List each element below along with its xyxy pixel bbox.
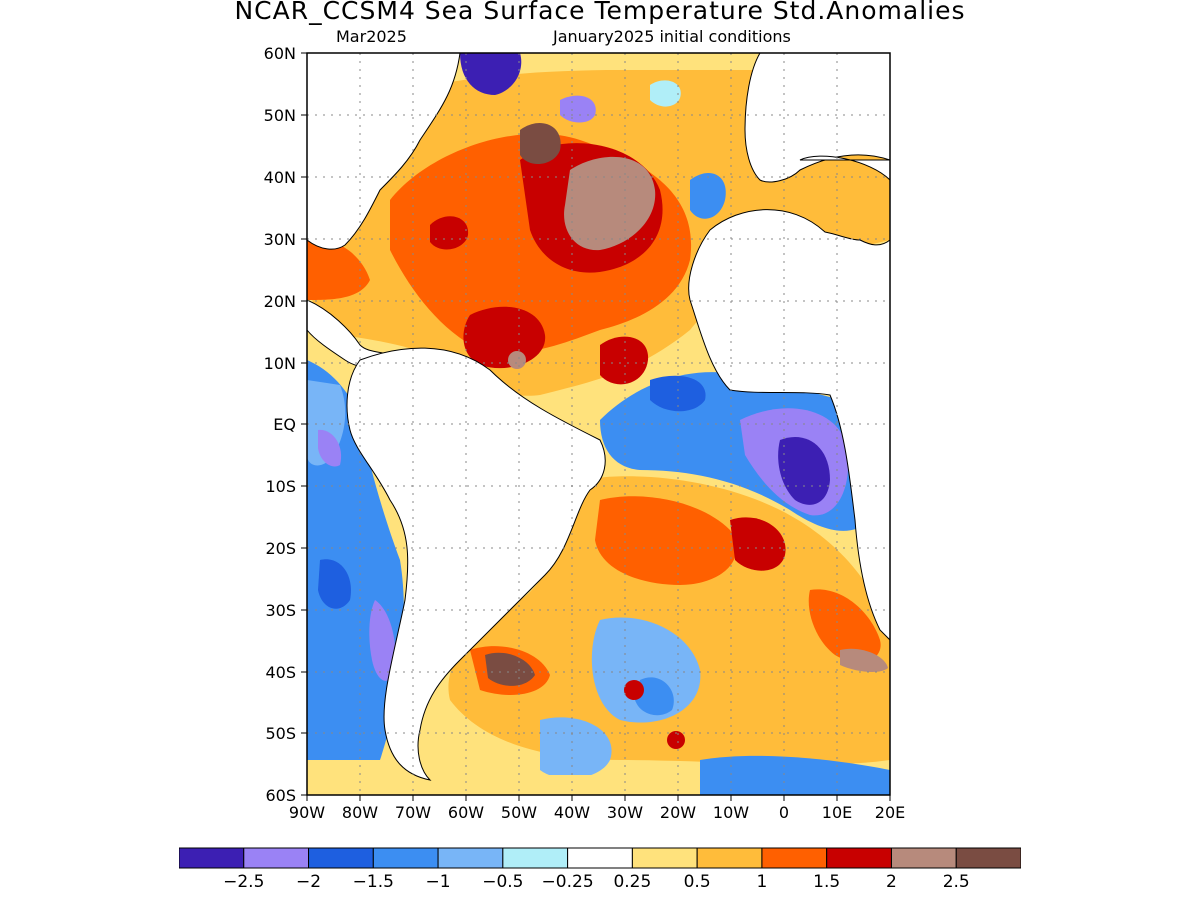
- legend-label: 2: [886, 872, 897, 892]
- lat-label-40s: 40S: [265, 663, 296, 682]
- legend-label: 1.5: [813, 872, 841, 892]
- lon-label-50w: 50W: [500, 803, 538, 822]
- legend-label: −1.5: [352, 872, 394, 892]
- north-atlantic-peak: [564, 156, 656, 251]
- lat-label-10s: 10S: [265, 477, 296, 496]
- valid-month-label: Mar2025: [336, 27, 407, 46]
- legend-label: −1: [425, 872, 451, 892]
- lon-label-10w: 10W: [712, 803, 750, 822]
- lat-label-60n: 60N: [263, 44, 296, 63]
- lat-label-eq: EQ: [273, 415, 296, 434]
- lon-label-70w: 70W: [394, 803, 432, 822]
- lon-label-20e: 20E: [874, 803, 906, 822]
- legend-swatch: [437, 847, 504, 869]
- north-america-land: [307, 53, 461, 250]
- labrador-sea-cold: [460, 53, 522, 95]
- map-title: NCAR_CCSM4 Sea Surface Temperature Std.A…: [234, 0, 966, 25]
- legend-swatch: [890, 847, 957, 869]
- legend-swatch: [567, 847, 633, 869]
- anomaly-field: [307, 53, 890, 795]
- legend-swatch: [179, 847, 245, 869]
- lat-label-40n: 40N: [263, 168, 296, 187]
- legend-label: 0.5: [683, 872, 711, 892]
- legend-swatch: [631, 847, 698, 869]
- greenland-iceland-europe-land: [744, 53, 890, 183]
- legend-swatch: [243, 847, 310, 869]
- lon-label-90w: 90W: [288, 803, 326, 822]
- legend-label: −2: [296, 872, 322, 892]
- legend-swatch: [761, 847, 828, 869]
- lon-label-30w: 30W: [606, 803, 644, 822]
- lat-label-10n: 10N: [263, 354, 296, 373]
- lon-label-20w: 20W: [659, 803, 697, 822]
- lon-label-60w: 60W: [447, 803, 485, 822]
- lon-label-80w: 80W: [341, 803, 379, 822]
- legend-label: −2.5: [223, 872, 265, 892]
- lon-label-40w: 40W: [553, 803, 591, 822]
- legend-label: 2.5: [942, 872, 970, 892]
- legend-label: 0.25: [613, 872, 652, 892]
- color-legend-bar: [179, 847, 1021, 869]
- lon-label-10e: 10E: [821, 803, 853, 822]
- lat-label-60s: 60S: [265, 786, 296, 805]
- lat-label-20n: 20N: [263, 292, 296, 311]
- lat-label-30s: 30S: [265, 601, 296, 620]
- lat-label-30n: 30N: [263, 230, 296, 249]
- legend-swatch: [308, 847, 374, 869]
- legend-swatch: [826, 847, 892, 869]
- legend-swatch: [372, 847, 439, 869]
- graticule: [307, 53, 890, 795]
- lat-label-50n: 50N: [263, 106, 296, 125]
- lat-label-20s: 20S: [265, 539, 296, 558]
- lon-label-0: 0: [778, 803, 790, 822]
- legend-label: −0.25: [541, 872, 594, 892]
- africa-land: [688, 155, 890, 641]
- legend-label: −0.5: [482, 872, 524, 892]
- legend-swatch: [502, 847, 569, 869]
- legend-swatch: [696, 847, 763, 869]
- legend-swatch: [955, 847, 1021, 869]
- init-conditions-label: January2025 initial conditions: [553, 27, 791, 46]
- lat-label-50s: 50S: [265, 724, 296, 743]
- legend-label: 1: [756, 872, 768, 892]
